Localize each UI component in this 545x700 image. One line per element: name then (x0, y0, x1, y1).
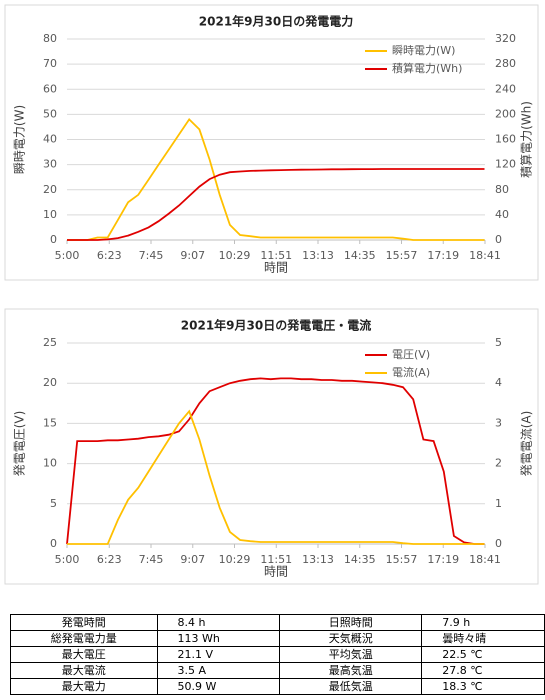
y-tick-label: 0 (50, 233, 57, 246)
y-tick-label: 10 (43, 457, 57, 470)
y2-tick-label: 1 (495, 497, 502, 510)
y2-tick-label: 120 (495, 158, 516, 171)
cell-value: 22.5 ℃ (421, 646, 545, 663)
table-row: 最大電圧 21.1 V 平均気温 22.5 ℃ (10, 646, 545, 663)
y2-tick-label: 80 (495, 183, 509, 196)
x-tick-label: 9:07 (180, 249, 205, 262)
y2-tick-label: 40 (495, 208, 509, 221)
x-tick-label: 6:23 (97, 249, 122, 262)
cell-label: 最高気温 (279, 662, 423, 679)
x-axis-title: 時間 (264, 261, 288, 275)
cell-value: 27.8 ℃ (421, 662, 545, 679)
y-tick-label: 15 (43, 416, 57, 429)
table-row: 発電時間 8.4 h 日照時間 7.9 h (10, 614, 545, 631)
x-tick-label: 15:57 (386, 553, 418, 566)
y-tick-label: 5 (50, 497, 57, 510)
table-row: 総発電電力量 113 Wh 天気概況 曇時々晴 (10, 630, 545, 647)
x-tick-label: 6:23 (97, 553, 122, 566)
cell-value: 50.9 W (156, 678, 281, 695)
x-tick-label: 7:45 (139, 553, 164, 566)
y-tick-label: 25 (43, 336, 57, 349)
data-line (67, 168, 485, 241)
cell-value: 7.9 h (421, 614, 545, 631)
data-line (67, 118, 485, 241)
y-tick-label: 70 (43, 57, 57, 70)
cell-value: 曇時々晴 (421, 630, 545, 647)
y-tick-label: 0 (50, 537, 57, 550)
y-axis-title: 瞬時電力(W) (13, 105, 27, 174)
legend-label: 電圧(V) (392, 348, 430, 361)
y2-tick-label: 160 (495, 133, 516, 146)
y2-tick-label: 320 (495, 32, 516, 45)
x-tick-label: 11:51 (260, 553, 292, 566)
x-tick-label: 15:57 (386, 249, 418, 262)
cell-label: 最低気温 (279, 678, 423, 695)
y-tick-label: 20 (43, 183, 57, 196)
x-axis-title: 時間 (264, 565, 288, 579)
cell-label: 平均気温 (279, 646, 423, 663)
legend-label: 積算電力(Wh) (392, 61, 462, 75)
x-tick-label: 11:51 (260, 249, 292, 262)
summary-table: 発電時間 8.4 h 日照時間 7.9 h 総発電電力量 113 Wh 天気概況 曇時々晴 最大… (10, 614, 545, 695)
cell-value: 8.4 h (156, 614, 281, 631)
x-tick-label: 9:07 (180, 553, 205, 566)
chart-title: 2021年9月30日の発電電力 (199, 14, 353, 29)
x-tick-label: 10:29 (219, 249, 251, 262)
cell-label: 発電時間 (10, 614, 158, 631)
legend-label: 瞬時電力(W) (392, 44, 455, 57)
charts: 2021年9月30日の発電電力0102030405060708004080120… (4, 4, 539, 585)
chart-frame (4, 308, 539, 585)
y2-tick-label: 0 (495, 537, 502, 550)
y-axis-title: 発電電圧(V) (13, 411, 27, 477)
legend-label: 電流(A) (392, 365, 430, 379)
x-tick-label: 7:45 (139, 249, 164, 262)
cell-label: 天気概況 (279, 630, 423, 647)
x-tick-label: 18:41 (469, 249, 501, 262)
x-tick-label: 5:00 (55, 249, 80, 262)
y2-tick-label: 5 (495, 336, 502, 349)
y-tick-label: 60 (43, 82, 57, 95)
table-row: 最大電流 3.5 A 最高気温 27.8 ℃ (10, 662, 545, 679)
y-tick-label: 50 (43, 107, 57, 120)
y2-axis-title: 発電電流(A) (520, 411, 534, 477)
y-tick-label: 10 (43, 208, 57, 221)
y2-axis-title: 積算電力(Wh) (519, 101, 534, 178)
x-tick-label: 13:13 (302, 249, 334, 262)
cell-value: 18.3 ℃ (421, 678, 545, 695)
cell-label: 最大電圧 (10, 646, 158, 663)
x-tick-label: 14:35 (344, 553, 376, 566)
y-tick-label: 20 (43, 376, 57, 389)
cell-label: 日照時間 (279, 614, 423, 631)
data-line (67, 409, 485, 545)
y-tick-label: 30 (43, 158, 57, 171)
y2-tick-label: 3 (495, 416, 502, 429)
y2-tick-label: 4 (495, 376, 502, 389)
y-tick-label: 40 (43, 133, 57, 146)
x-tick-label: 18:41 (469, 553, 501, 566)
cell-value: 21.1 V (156, 646, 281, 663)
chart-frame (4, 4, 539, 281)
cell-value: 3.5 A (156, 662, 281, 679)
chart-title: 2021年9月30日の発電電圧・電流 (181, 318, 371, 333)
y2-tick-label: 240 (495, 82, 516, 95)
y2-tick-label: 2 (495, 457, 502, 470)
y2-tick-label: 280 (495, 57, 516, 70)
cell-label: 最大電力 (10, 678, 158, 695)
x-tick-label: 13:13 (302, 553, 334, 566)
x-tick-label: 17:19 (427, 553, 459, 566)
y2-tick-label: 0 (495, 233, 502, 246)
cell-label: 最大電流 (10, 662, 158, 679)
cell-label: 総発電電力量 (10, 630, 158, 647)
data-line (66, 377, 485, 545)
x-tick-label: 10:29 (219, 553, 251, 566)
table-row: 最大電力 50.9 W 最低気温 18.3 ℃ (10, 678, 545, 695)
x-tick-label: 5:00 (55, 553, 80, 566)
cell-value: 113 Wh (156, 630, 281, 647)
y2-tick-label: 200 (495, 107, 516, 120)
x-tick-label: 17:19 (427, 249, 459, 262)
x-tick-label: 14:35 (344, 249, 376, 262)
y-tick-label: 80 (43, 32, 57, 45)
